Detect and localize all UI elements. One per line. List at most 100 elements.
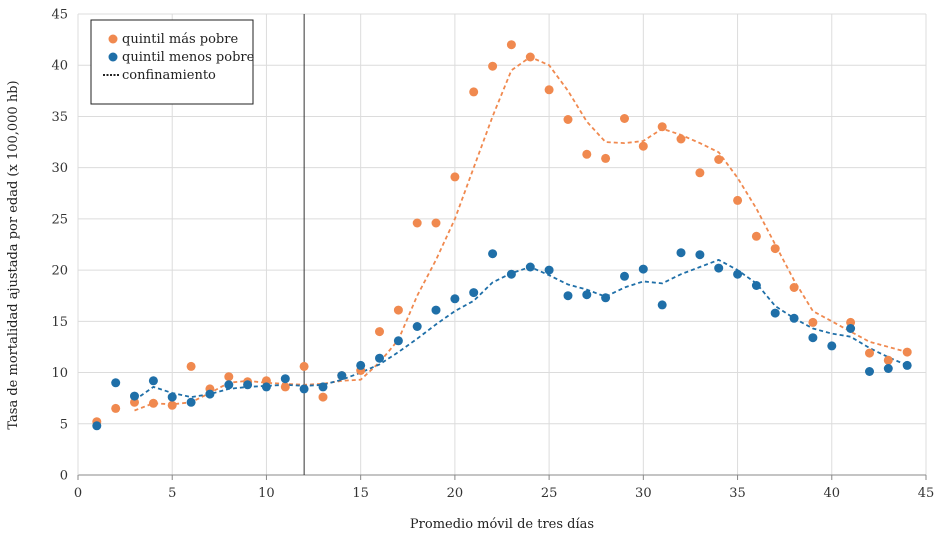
point-poorest xyxy=(751,231,761,241)
point-poorest xyxy=(695,168,705,178)
legend-label-least-poor: quintil menos pobre xyxy=(122,50,255,65)
data-points xyxy=(92,40,912,431)
point-poorest xyxy=(186,361,196,371)
point-least-poor xyxy=(601,293,611,303)
trend-lines xyxy=(133,56,908,412)
point-least-poor xyxy=(563,291,573,301)
point-poorest xyxy=(638,141,648,151)
legend-item-least-poor: quintil menos pobre xyxy=(108,50,255,65)
point-poorest xyxy=(525,52,535,62)
point-least-poor xyxy=(205,389,215,399)
x-tick-label: 20 xyxy=(447,486,464,501)
point-least-poor xyxy=(261,382,271,392)
point-least-poor xyxy=(356,360,366,370)
point-least-poor xyxy=(544,265,554,275)
point-poorest xyxy=(299,361,309,371)
point-poorest xyxy=(808,317,818,327)
y-axis-title: Tasa de mortalidad ajustada por edad (x … xyxy=(6,80,21,429)
y-tick-label: 25 xyxy=(51,212,68,227)
point-poorest xyxy=(148,398,158,408)
point-least-poor xyxy=(846,324,856,333)
point-least-poor xyxy=(751,281,761,290)
grid xyxy=(78,13,927,475)
point-least-poor xyxy=(620,271,629,281)
point-poorest xyxy=(393,305,403,315)
y-tick-label: 0 xyxy=(60,469,68,484)
legend-box xyxy=(90,19,254,105)
point-poorest xyxy=(676,134,686,144)
x-tick-label: 45 xyxy=(918,486,935,501)
point-poorest xyxy=(506,40,516,50)
point-least-poor xyxy=(224,380,234,390)
y-tick-label: 10 xyxy=(51,366,68,381)
legend-label-poorest: quintil más pobre xyxy=(122,32,238,47)
point-poorest xyxy=(488,61,498,71)
x-tick-label: 10 xyxy=(258,486,275,501)
point-least-poor xyxy=(883,364,893,373)
x-tick-label: 40 xyxy=(824,486,841,501)
point-poorest xyxy=(902,347,912,357)
point-least-poor xyxy=(148,376,158,386)
point-least-poor xyxy=(827,341,837,351)
point-least-poor xyxy=(865,367,874,376)
point-least-poor xyxy=(657,300,667,310)
y-tick-label: 30 xyxy=(51,161,68,176)
x-tick-label: 30 xyxy=(635,486,652,501)
point-least-poor xyxy=(789,313,799,323)
point-least-poor xyxy=(299,384,309,394)
trend-line-poorest xyxy=(134,56,908,412)
point-poorest xyxy=(657,122,667,132)
point-poorest xyxy=(111,403,121,413)
point-least-poor xyxy=(525,262,535,272)
point-least-poor xyxy=(808,333,818,343)
point-poorest xyxy=(450,172,460,182)
point-least-poor xyxy=(130,391,139,401)
point-least-poor xyxy=(695,250,705,260)
point-least-poor xyxy=(243,380,253,390)
y-tick-label: 40 xyxy=(51,59,68,74)
legend-item-poorest: quintil más pobre xyxy=(108,32,238,47)
point-least-poor xyxy=(488,249,498,259)
point-least-poor xyxy=(733,269,743,279)
point-least-poor xyxy=(393,336,403,346)
y-tick-label: 15 xyxy=(51,315,68,330)
point-poorest xyxy=(789,283,799,292)
legend-label-confinement: confinamiento xyxy=(122,68,216,83)
x-tick-label: 0 xyxy=(74,486,82,501)
y-tick-label: 20 xyxy=(51,264,68,279)
point-poorest xyxy=(469,87,479,97)
point-least-poor xyxy=(582,290,592,300)
y-tick-label: 5 xyxy=(60,417,68,432)
point-least-poor xyxy=(337,371,347,381)
point-poorest xyxy=(412,218,422,228)
point-poorest xyxy=(620,114,629,123)
point-poorest xyxy=(883,355,893,365)
point-poorest xyxy=(733,195,743,205)
point-poorest xyxy=(563,115,573,124)
point-least-poor xyxy=(186,397,196,407)
point-poorest xyxy=(375,327,384,337)
legend-dot-poorest xyxy=(108,34,118,44)
point-least-poor xyxy=(167,392,177,402)
legend-dot-least-poor xyxy=(108,52,118,62)
point-least-poor xyxy=(450,294,460,304)
legend: quintil más pobre quintil menos pobre co… xyxy=(90,19,255,105)
y-tick-label: 45 xyxy=(51,8,68,23)
point-poorest xyxy=(544,85,554,95)
x-tick-label: 25 xyxy=(541,486,558,501)
point-least-poor xyxy=(676,248,686,258)
point-least-poor xyxy=(902,360,912,370)
point-least-poor xyxy=(638,264,648,274)
x-tick-label: 15 xyxy=(352,486,369,501)
point-least-poor xyxy=(770,308,780,318)
point-least-poor xyxy=(469,288,479,298)
point-least-poor xyxy=(111,378,121,388)
point-poorest xyxy=(318,392,328,402)
axes: 0 5 10 15 20 25 30 35 40 45 0 5 10 15 20 25 30 35 40 45 xyxy=(51,8,934,502)
point-poorest xyxy=(714,155,724,164)
point-least-poor xyxy=(375,353,384,363)
point-least-poor xyxy=(318,382,328,392)
point-poorest xyxy=(280,382,290,392)
point-least-poor xyxy=(431,305,441,315)
